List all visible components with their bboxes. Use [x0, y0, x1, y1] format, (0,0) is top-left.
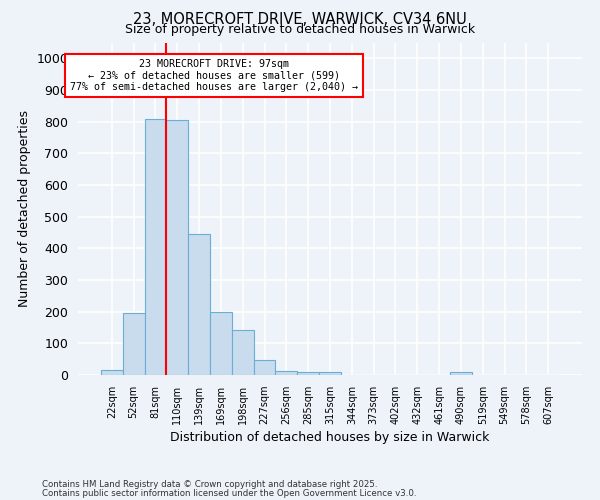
Bar — [254, 360, 275, 375]
Bar — [188, 234, 210, 375]
Text: 23 MORECROFT DRIVE: 97sqm
← 23% of detached houses are smaller (599)
77% of semi: 23 MORECROFT DRIVE: 97sqm ← 23% of detac… — [70, 59, 358, 92]
Text: Contains public sector information licensed under the Open Government Licence v3: Contains public sector information licen… — [42, 488, 416, 498]
Text: Size of property relative to detached houses in Warwick: Size of property relative to detached ho… — [125, 24, 475, 36]
Bar — [210, 312, 232, 375]
Y-axis label: Number of detached properties: Number of detached properties — [18, 110, 31, 307]
Bar — [232, 330, 254, 375]
Bar — [123, 313, 145, 375]
Bar — [166, 120, 188, 375]
Bar — [297, 372, 319, 375]
X-axis label: Distribution of detached houses by size in Warwick: Distribution of detached houses by size … — [170, 431, 490, 444]
Bar — [145, 118, 166, 375]
Bar — [450, 372, 472, 375]
Text: Contains HM Land Registry data © Crown copyright and database right 2025.: Contains HM Land Registry data © Crown c… — [42, 480, 377, 489]
Bar — [101, 370, 123, 375]
Text: 23, MORECROFT DRIVE, WARWICK, CV34 6NU: 23, MORECROFT DRIVE, WARWICK, CV34 6NU — [133, 12, 467, 26]
Bar — [319, 372, 341, 375]
Bar — [275, 371, 297, 375]
